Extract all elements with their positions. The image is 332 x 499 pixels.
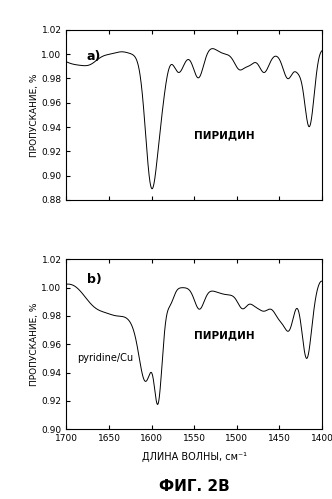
- Text: ПИРИДИН: ПИРИДИН: [194, 331, 255, 341]
- Text: pyridine/Cu: pyridine/Cu: [77, 353, 133, 363]
- Y-axis label: ПРОПУСКАНИЕ, %: ПРОПУСКАНИЕ, %: [30, 73, 39, 157]
- Text: a): a): [87, 50, 101, 63]
- Text: ДЛИНА ВОЛНЫ, см⁻¹: ДЛИНА ВОЛНЫ, см⁻¹: [142, 452, 247, 462]
- Y-axis label: ПРОПУСКАНИЕ, %: ПРОПУСКАНИЕ, %: [30, 302, 39, 386]
- Text: ФИГ. 2В: ФИГ. 2В: [159, 479, 230, 494]
- Text: ПИРИДИН: ПИРИДИН: [194, 130, 255, 140]
- Text: b): b): [87, 273, 102, 286]
